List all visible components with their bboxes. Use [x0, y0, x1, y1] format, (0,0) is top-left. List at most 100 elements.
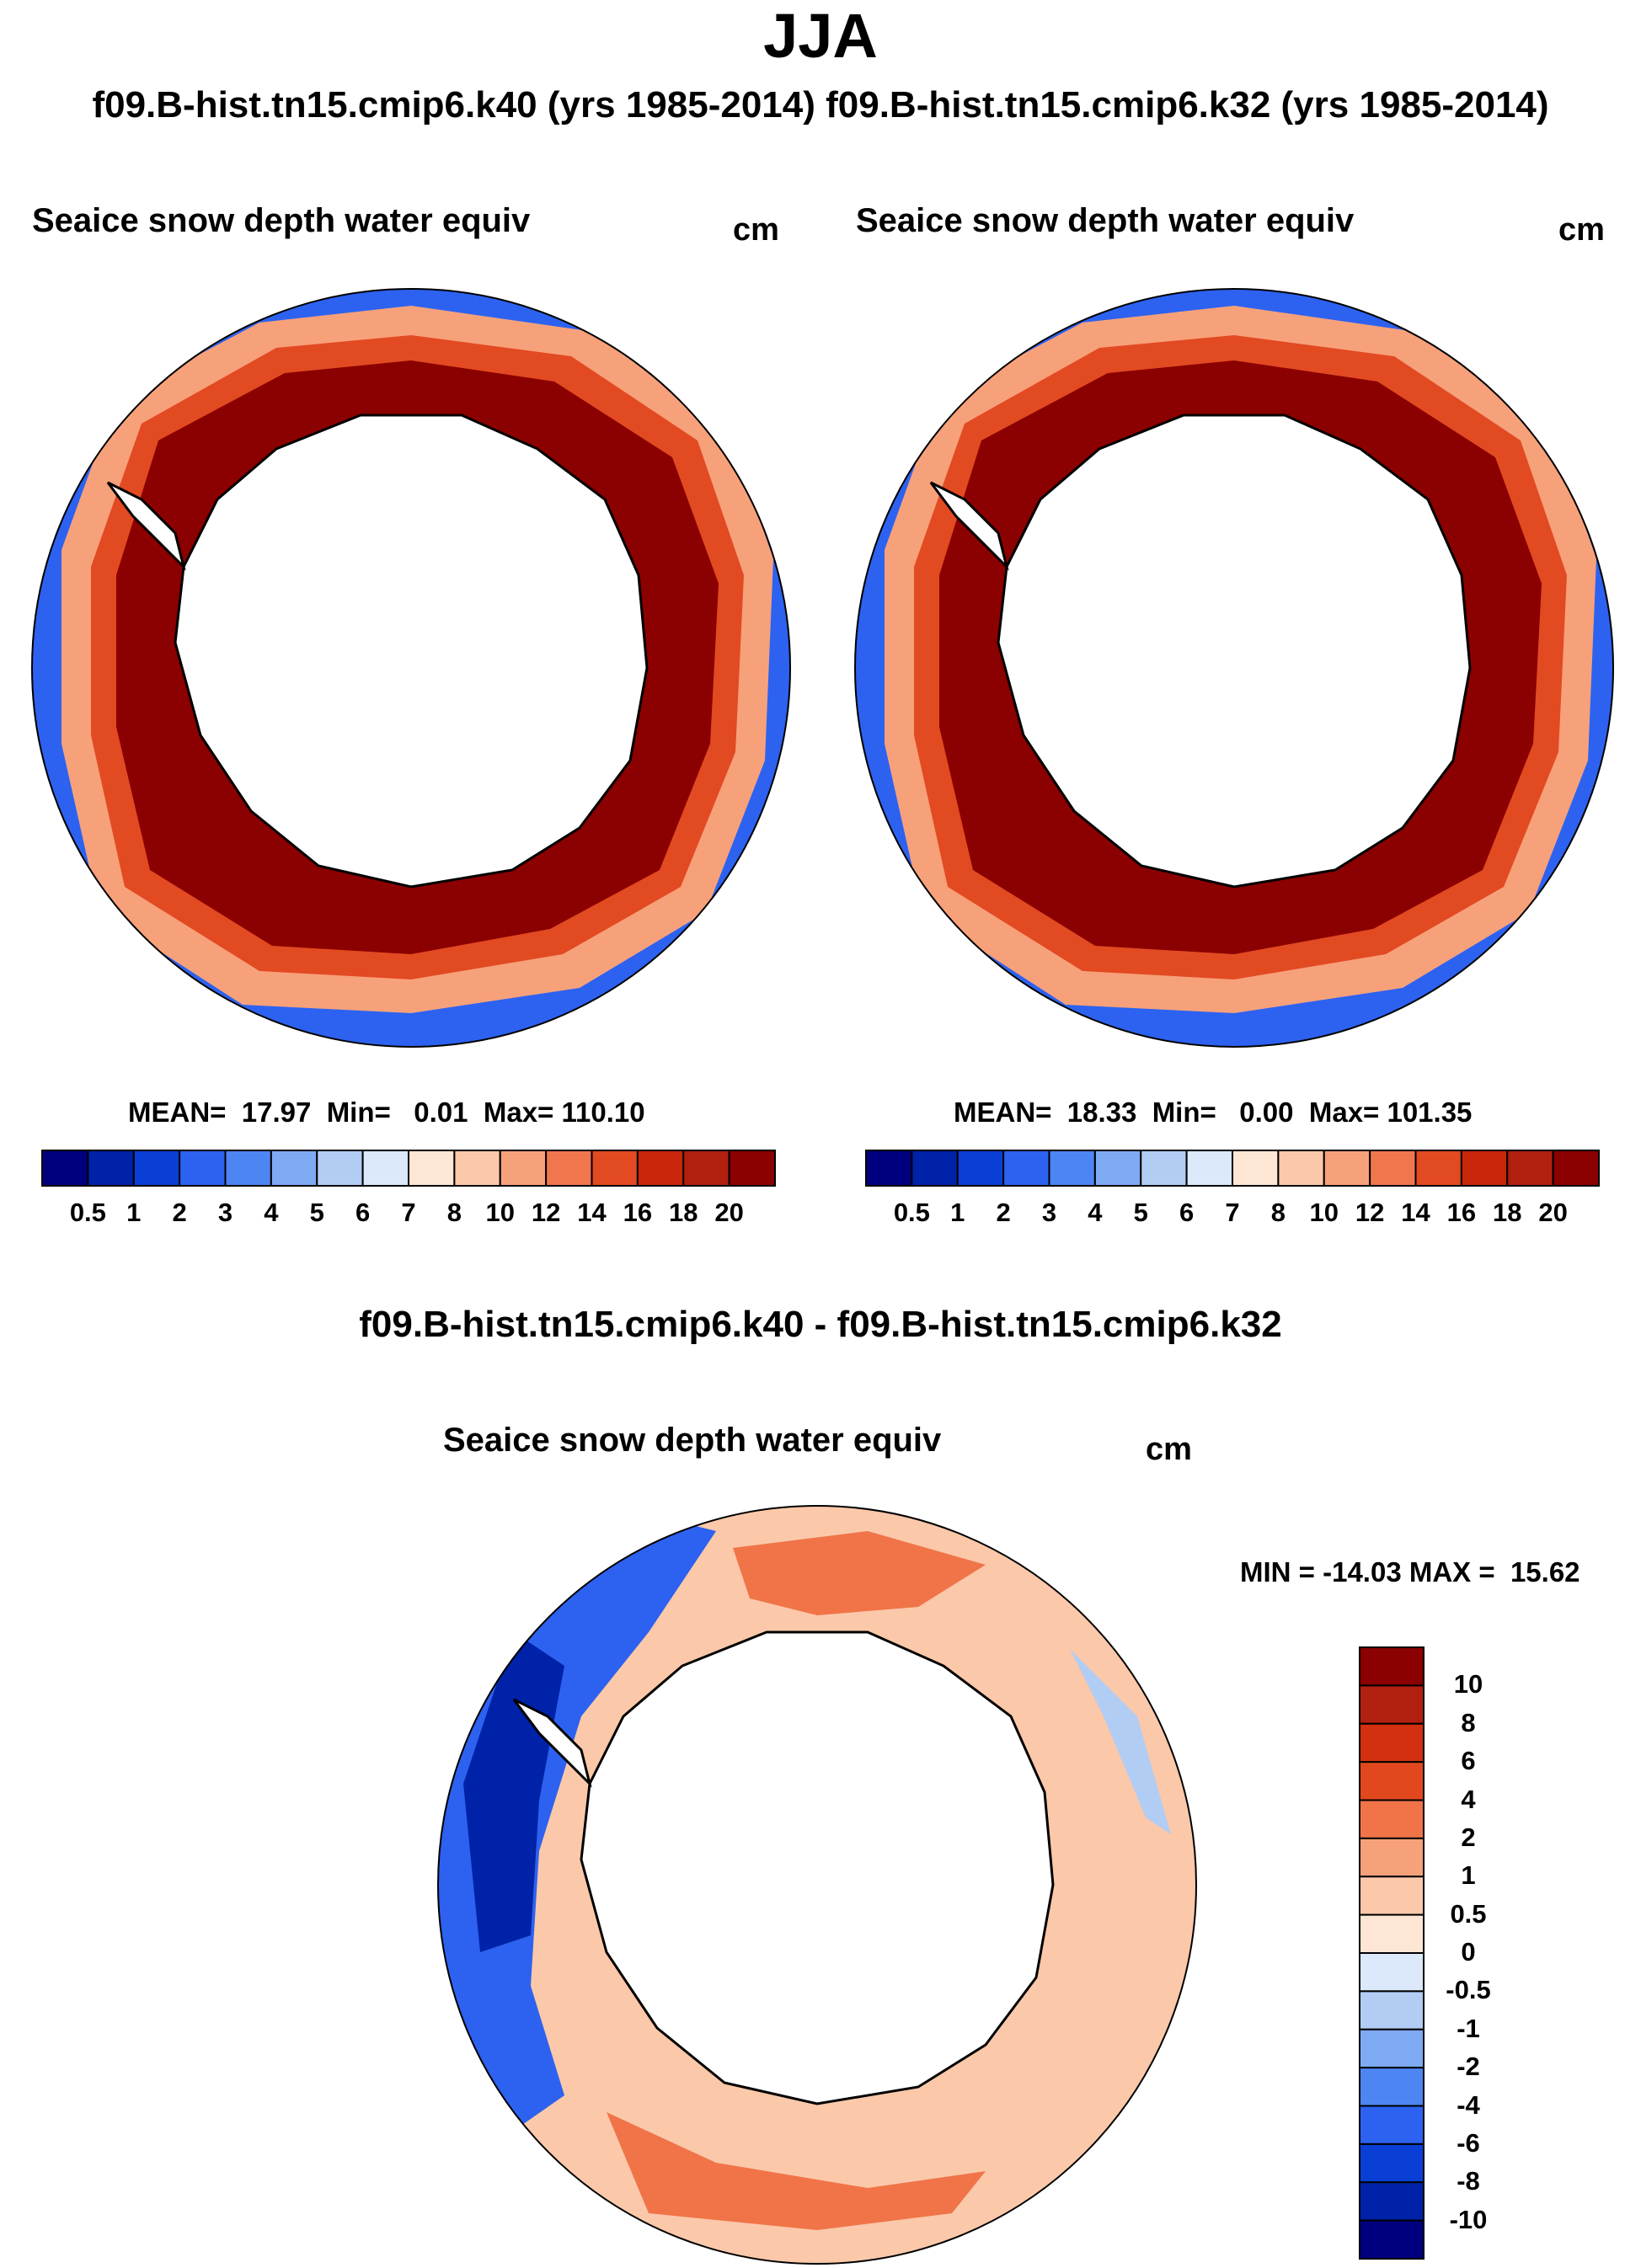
figure-subtitle: f09.B-hist.tn15.cmip6.k40 (yrs 1985-2014… [92, 84, 1549, 125]
map1 [32, 289, 790, 1047]
colorbar1-tick-label: 6 [355, 1198, 371, 1227]
colorbar1-swatch [41, 1150, 89, 1187]
colorbar2-tick-label: 1 [950, 1198, 965, 1227]
colorbar3-swatch [1359, 2067, 1425, 2107]
colorbar2-swatch [1048, 1150, 1096, 1187]
colorbar2-tick-label: 8 [1270, 1198, 1286, 1227]
colorbar1-swatch [132, 1150, 181, 1187]
colorbar1-tick-label: 18 [669, 1198, 698, 1227]
colorbar3-tick-label: 1 [1461, 1860, 1476, 1891]
colorbar2-swatch [1277, 1150, 1325, 1187]
diff-panel-units: cm [1146, 1432, 1192, 1467]
colorbar1-swatch [408, 1150, 456, 1187]
colorbar2-tick-label: 0.5 [893, 1198, 930, 1227]
colorbar3-swatch [1359, 1761, 1425, 1801]
colorbar1-tick-label: 20 [714, 1198, 744, 1227]
diff-title: f09.B-hist.tn15.cmip6.k40 - f09.B-hist.t… [359, 1304, 1282, 1345]
colorbar2-tick-label: 2 [996, 1198, 1011, 1227]
colorbar3-swatch [1359, 2028, 1425, 2069]
colorbar1-swatch [636, 1150, 685, 1187]
colorbar3-swatch [1359, 1722, 1425, 1764]
colorbar2-swatch [1369, 1150, 1417, 1187]
colorbar3-tick-label: 10 [1453, 1669, 1483, 1700]
colorbar1-swatch [682, 1150, 730, 1187]
colorbar2-swatch [911, 1150, 959, 1187]
colorbar3-swatch [1359, 1876, 1425, 1916]
colorbar1-tick-label: 5 [309, 1198, 324, 1227]
colorbar3-tick-label: 2 [1461, 1822, 1476, 1852]
colorbar3-tick-label: 4 [1461, 1784, 1476, 1814]
colorbar1-swatch [270, 1150, 318, 1187]
colorbar3-tick-label: 8 [1461, 1707, 1476, 1737]
colorbar3-swatch [1359, 1913, 1425, 1954]
map3 [438, 1506, 1196, 2264]
colorbar2-tick-label: 14 [1401, 1198, 1430, 1227]
colorbar1-tick-label: 8 [446, 1198, 462, 1227]
colorbar3 [1359, 1646, 1425, 2260]
colorbar3-swatch [1359, 2181, 1425, 2222]
map2 [855, 289, 1613, 1047]
colorbar2-swatch [1414, 1150, 1462, 1187]
panel1-title: Seaice snow depth water equiv [32, 202, 531, 239]
diff-stats: MIN = -14.03 MAX = 15.62 [1240, 1556, 1580, 1588]
map1-antarctica [174, 414, 649, 889]
colorbar1-tick-label: 4 [264, 1198, 279, 1227]
colorbar2-swatch [1552, 1150, 1600, 1187]
colorbar2-swatch [956, 1150, 1005, 1187]
colorbar1-tick-label: 3 [217, 1198, 233, 1227]
figure-title: JJA [763, 1, 878, 71]
colorbar1-swatch [87, 1150, 135, 1187]
colorbar1-tick-label: 2 [172, 1198, 187, 1227]
colorbar1-tick-label: 1 [126, 1198, 142, 1227]
colorbar3-tick-label: -10 [1449, 2204, 1488, 2234]
colorbar2-swatch [1185, 1150, 1233, 1187]
map1-boundary [31, 288, 791, 1048]
panel2-stats: MEAN= 18.33 Min= 0.00 Max= 101.35 [954, 1097, 1473, 1128]
colorbar3-swatch [1359, 1684, 1425, 1725]
panel1-stats: MEAN= 17.97 Min= 0.01 Max= 110.10 [128, 1097, 645, 1128]
colorbar1-swatch [453, 1150, 501, 1187]
colorbar2-swatch [1002, 1150, 1050, 1187]
colorbar2-tick-label: 12 [1355, 1198, 1385, 1227]
colorbar1-swatch [179, 1150, 227, 1187]
colorbar3-swatch [1359, 1990, 1425, 2031]
map2-boundary [854, 288, 1614, 1048]
map3-light-blue-east [1070, 1649, 1171, 1834]
colorbar1-swatch [224, 1150, 272, 1187]
colorbar1-swatch [591, 1150, 639, 1187]
colorbar3-swatch [1359, 1799, 1425, 1839]
colorbar2-tick-label: 5 [1133, 1198, 1148, 1227]
colorbar1 [41, 1150, 776, 1187]
colorbar1-tick-label: 16 [623, 1198, 653, 1227]
colorbar2-swatch [1232, 1150, 1280, 1187]
map3-antarctica [580, 1630, 1055, 2105]
map3-orange-south [607, 2112, 986, 2230]
diff-panel-title: Seaice snow depth water equiv [443, 1422, 942, 1459]
colorbar2-swatch [1323, 1150, 1371, 1187]
colorbar1-tick-label: 12 [531, 1198, 561, 1227]
colorbar3-swatch [1359, 1837, 1425, 1878]
colorbar1-tick-label: 7 [401, 1198, 416, 1227]
colorbar2-swatch [1093, 1150, 1142, 1187]
colorbar2-tick-label: 18 [1493, 1198, 1522, 1227]
panel1-units: cm [733, 212, 779, 248]
colorbar3-tick-label: -1 [1457, 2013, 1480, 2043]
map3-orange-north [733, 1531, 986, 1615]
colorbar3-tick-label: 0.5 [1450, 1898, 1487, 1929]
colorbar2-tick-label: 10 [1309, 1198, 1339, 1227]
colorbar1-tick-label: 14 [577, 1198, 607, 1227]
colorbar1-swatch [316, 1150, 364, 1187]
colorbar3-tick-label: -2 [1457, 2052, 1480, 2082]
colorbar2-tick-label: 16 [1446, 1198, 1477, 1227]
colorbar3-swatch [1359, 1952, 1425, 1993]
colorbar2-swatch [1460, 1150, 1509, 1187]
colorbar3-tick-label: -8 [1457, 2166, 1480, 2196]
colorbar3-tick-label: -6 [1457, 2127, 1480, 2158]
colorbar3-swatch [1359, 2105, 1425, 2145]
map2-peninsula [929, 481, 1009, 571]
colorbar1-tick-label: 10 [485, 1198, 515, 1227]
colorbar3-tick-label: 0 [1461, 1937, 1476, 1966]
colorbar2-swatch [1506, 1150, 1554, 1187]
colorbar1-swatch [728, 1150, 776, 1187]
